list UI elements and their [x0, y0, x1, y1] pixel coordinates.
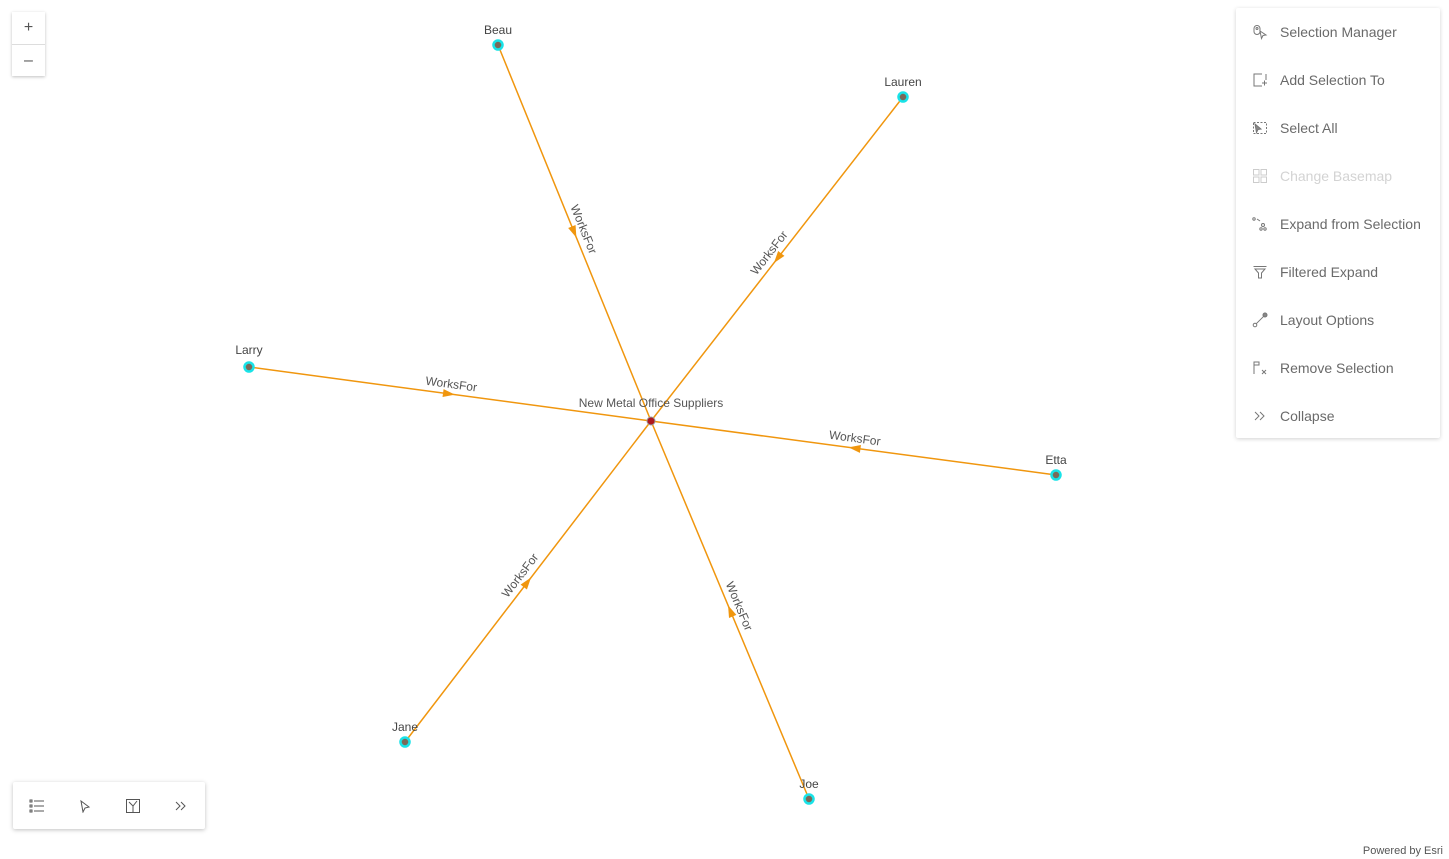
edge-arrow: [568, 225, 577, 238]
person-node[interactable]: [399, 736, 411, 748]
esri-attribution: Powered by Esri: [1362, 845, 1443, 857]
expand-icon: [1252, 217, 1267, 231]
edge-label: WorksFor: [828, 428, 881, 449]
person-node[interactable]: [897, 91, 909, 103]
zoom-control: + –: [12, 12, 45, 76]
expand-toolbar-button[interactable]: [165, 790, 197, 822]
menu-item-label: Filtered Expand: [1280, 264, 1379, 280]
person-node[interactable]: [243, 361, 255, 373]
menu-item-label: Select All: [1280, 120, 1338, 136]
select-button[interactable]: [69, 790, 101, 822]
expand-chevrons-icon: [175, 801, 186, 810]
edge-label: WorksFor: [425, 374, 478, 395]
menu-item-selection-manager[interactable]: Selection Manager: [1236, 8, 1440, 56]
node-label: Joe: [799, 777, 819, 791]
edge-arrow: [848, 444, 861, 453]
person-node[interactable]: [492, 39, 504, 51]
edge-arrow: [442, 389, 455, 398]
edge-arrow: [773, 251, 785, 263]
menu-item-add-selection-to[interactable]: Add Selection To: [1236, 56, 1440, 104]
person-node[interactable]: [1050, 469, 1062, 481]
menu-item-select-all[interactable]: Select All: [1236, 104, 1440, 152]
remove-selection-icon: [1253, 361, 1267, 375]
filter-icon: [1253, 266, 1267, 279]
menu-item-remove-selection[interactable]: Remove Selection: [1236, 344, 1440, 392]
basemap-icon: [1253, 169, 1267, 183]
add-selection-icon: [1253, 73, 1267, 87]
menu-item-change-basemap: Change Basemap: [1236, 152, 1440, 200]
node-label: Etta: [1045, 453, 1067, 467]
menu-item-label: Change Basemap: [1280, 168, 1393, 184]
select-all-icon: [1253, 122, 1267, 135]
menu-item-label: Expand from Selection: [1280, 216, 1421, 232]
edge-arrow: [520, 577, 532, 590]
menu-item-collapse[interactable]: Collapse: [1236, 392, 1440, 440]
action-menu: Selection Manager Add Selection To Select …: [1236, 8, 1440, 438]
menu-item-expand-from-selection[interactable]: Expand from Selection: [1236, 200, 1440, 248]
zoom-in-button[interactable]: +: [12, 12, 45, 45]
list-icon: [29, 799, 44, 812]
collapse-icon: [1254, 411, 1265, 421]
menu-item-label: Selection Manager: [1280, 24, 1397, 40]
person-node[interactable]: [803, 793, 815, 805]
zoom-out-button[interactable]: –: [24, 52, 33, 69]
menu-item-label: Collapse: [1280, 408, 1335, 424]
node-label: Larry: [235, 343, 262, 357]
menu-item-layout-options[interactable]: Layout Options: [1236, 296, 1440, 344]
selection-manager-icon: [1253, 25, 1268, 40]
select-pointer-icon: [80, 799, 91, 813]
layout-map-icon: [126, 798, 140, 813]
menu-item-label: Add Selection To: [1280, 72, 1385, 88]
node-label: Beau: [484, 23, 512, 37]
company-node[interactable]: [646, 416, 656, 426]
bottom-toolbar: [13, 782, 205, 829]
menu-item-label: Layout Options: [1280, 312, 1375, 328]
node-label: Lauren: [884, 75, 921, 89]
list-button[interactable]: [21, 790, 53, 822]
node-label: Jane: [392, 720, 418, 734]
menu-item-filtered-expand[interactable]: Filtered Expand: [1236, 248, 1440, 296]
layout-button[interactable]: [117, 790, 149, 822]
layout-icon: [1252, 312, 1268, 328]
menu-item-label: Remove Selection: [1280, 360, 1394, 376]
edge-arrow: [728, 605, 737, 619]
company-label: New Metal Office Suppliers: [579, 396, 724, 410]
